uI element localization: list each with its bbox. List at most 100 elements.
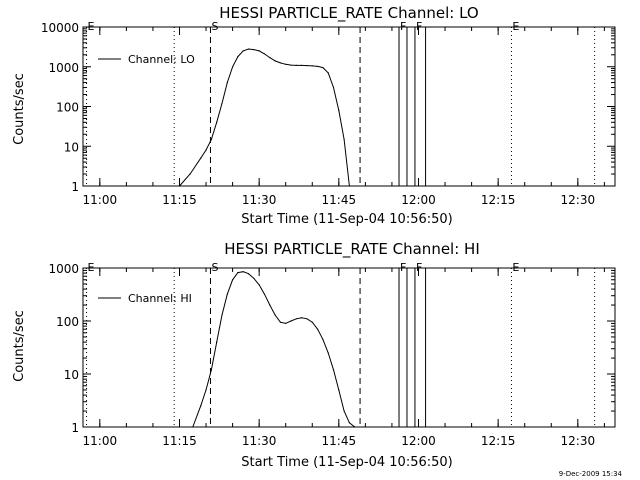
x-tick-label: 11:45 [322, 434, 357, 448]
data-point [253, 277, 255, 279]
data-point [269, 57, 271, 59]
data-point [242, 50, 244, 52]
data-point [216, 341, 218, 343]
y-axis-label: Counts/sec [12, 73, 27, 145]
x-axis-label: Start Time (11-Sep-04 10:56:50) [241, 212, 452, 227]
x-tick-label: 12:00 [401, 434, 436, 448]
y-tick-label: 100 [56, 101, 79, 115]
x-tick-label: 11:45 [322, 193, 357, 207]
data-point [263, 53, 266, 55]
data-point [253, 49, 255, 51]
data-point [317, 328, 319, 330]
data-point [306, 318, 308, 320]
data-point [311, 321, 313, 323]
y-tick-label: 10 [64, 140, 79, 154]
x-axis-label: Start Time (11-Sep-04 10:56:50) [241, 455, 452, 470]
data-point [258, 284, 260, 286]
marker-label: S [211, 261, 218, 274]
data-point [332, 369, 335, 371]
data-point [295, 64, 297, 66]
x-tick-label: 11:30 [242, 193, 277, 207]
data-point [226, 82, 228, 84]
x-tick-label: 11:00 [83, 434, 118, 448]
data-point [274, 314, 276, 316]
y-tick-label: 10 [64, 368, 79, 382]
data-point [332, 86, 335, 89]
y-tick-label: 10000 [41, 21, 79, 35]
data-point [263, 293, 266, 295]
data-point [322, 338, 324, 340]
data-point [301, 317, 303, 319]
y-tick-label: 1000 [48, 61, 79, 75]
marker-label: F [400, 20, 406, 33]
marker-label: F [400, 261, 406, 274]
data-point [237, 56, 239, 58]
data-point [279, 62, 281, 64]
data-point [237, 272, 239, 274]
series-line-channel-hi [192, 271, 356, 428]
data-point [290, 64, 292, 66]
data-point [348, 185, 350, 187]
marker-label: F [416, 20, 422, 33]
chart-title: HESSI PARTICLE_RATE Channel: LO [219, 4, 478, 23]
data-point [285, 322, 287, 324]
data-point [221, 314, 223, 316]
footer-timestamp: 9-Dec-2009 15:34 [559, 470, 623, 478]
data-point [189, 173, 191, 175]
y-tick-label: 1000 [48, 262, 79, 276]
x-tick-label: 12:30 [561, 434, 596, 448]
chart-title: HESSI PARTICLE_RATE Channel: HI [224, 240, 480, 259]
data-point [285, 63, 287, 65]
marker-label: F [416, 261, 422, 274]
data-point [192, 426, 194, 428]
data-point [322, 67, 324, 69]
marker-label: S [211, 20, 218, 33]
data-point [274, 60, 276, 62]
data-point [343, 410, 345, 412]
data-point [338, 109, 340, 111]
data-point [178, 185, 181, 187]
data-point [338, 389, 340, 391]
series-line-channel-lo [179, 48, 350, 187]
data-point [343, 138, 345, 140]
data-point [290, 320, 292, 322]
data-point [327, 72, 329, 74]
data-point [258, 50, 260, 52]
x-tick-label: 12:30 [561, 193, 596, 207]
legend-entry-label: Channel: LO [128, 53, 195, 66]
data-point [232, 279, 234, 281]
data-point [311, 65, 313, 67]
plot-frame [82, 26, 616, 187]
x-tick-label: 12:00 [401, 193, 436, 207]
marker-label: E [88, 20, 95, 33]
data-point [226, 293, 228, 295]
data-point [327, 352, 329, 354]
plot-frame [82, 267, 616, 428]
x-tick-label: 12:15 [481, 193, 516, 207]
data-point [242, 271, 244, 273]
data-point [295, 318, 297, 320]
data-point [205, 389, 207, 391]
x-tick-label: 12:15 [481, 434, 516, 448]
data-point [210, 369, 212, 371]
data-point [301, 64, 303, 66]
chart-panel-hi: HESSI PARTICLE_RATE Channel: HI Counts/s… [12, 240, 616, 470]
data-point [205, 149, 207, 151]
data-point [247, 48, 250, 50]
data-point [200, 157, 202, 159]
data-point [216, 121, 218, 123]
data-point [247, 273, 250, 275]
legend-entry-label: Channel: HI [128, 292, 192, 305]
data-point [317, 65, 319, 67]
y-axis-label: Counts/sec [12, 310, 27, 382]
data-point [200, 405, 202, 407]
data-point [306, 65, 308, 67]
data-point [221, 102, 223, 104]
x-tick-label: 11:00 [83, 193, 118, 207]
marker-label: E [88, 261, 95, 274]
chart-panel-lo: HESSI PARTICLE_RATE Channel: LO Counts/s… [12, 4, 616, 227]
y-tick-label: 1 [71, 421, 79, 435]
data-point [232, 66, 234, 68]
data-point [348, 422, 350, 424]
data-point [354, 426, 356, 428]
